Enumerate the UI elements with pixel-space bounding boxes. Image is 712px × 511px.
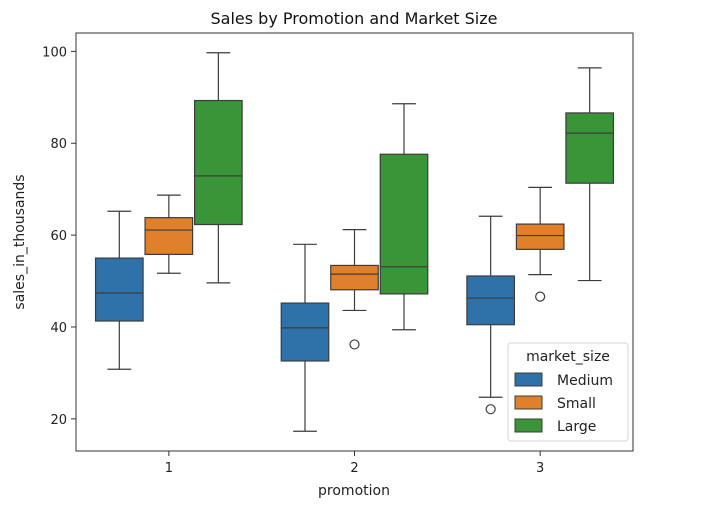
box-large-1 <box>193 99 243 226</box>
y-tick-label: 100 <box>42 45 67 60</box>
box-small-2 <box>330 264 379 291</box>
x-axis-label: promotion <box>318 483 390 499</box>
outlier-point <box>349 339 360 350</box>
x-tick-label: 2 <box>350 461 358 476</box>
box-medium-2 <box>280 302 330 362</box>
box-small-1 <box>144 217 194 256</box>
y-tick-label: 40 <box>50 321 67 336</box>
legend-title: market_size <box>526 349 610 365</box>
y-tick-label: 60 <box>50 229 67 244</box>
y-tick-label: 20 <box>50 413 67 428</box>
legend-label-large: Large <box>557 419 596 435</box>
legend-box <box>507 342 629 442</box>
legend-label-small: Small <box>557 396 596 412</box>
box-large-3 <box>565 112 615 184</box>
box-medium-1 <box>94 257 144 322</box>
box-small-3 <box>515 223 565 250</box>
legend: market_size Medium Small Large <box>507 342 629 442</box>
y-tick-label: 80 <box>50 137 67 152</box>
legend-swatch-large <box>514 418 543 433</box>
x-tick-label: 3 <box>536 461 544 476</box>
box-medium-3 <box>466 275 516 326</box>
outlier-point <box>535 291 546 302</box>
legend-swatch-small <box>514 395 543 410</box>
chart-title: Sales by Promotion and Market Size <box>211 9 498 28</box>
box-large-2 <box>379 153 429 295</box>
outlier-point <box>485 404 496 415</box>
y-axis-label: sales_in_thousands <box>12 174 28 309</box>
x-tick-label: 1 <box>165 461 173 476</box>
plot-content: 20 40 60 80 100 1 2 3 <box>42 45 615 476</box>
legend-swatch-medium <box>514 372 543 387</box>
plot-frame <box>75 32 634 452</box>
legend-label-medium: Medium <box>557 373 613 389</box>
